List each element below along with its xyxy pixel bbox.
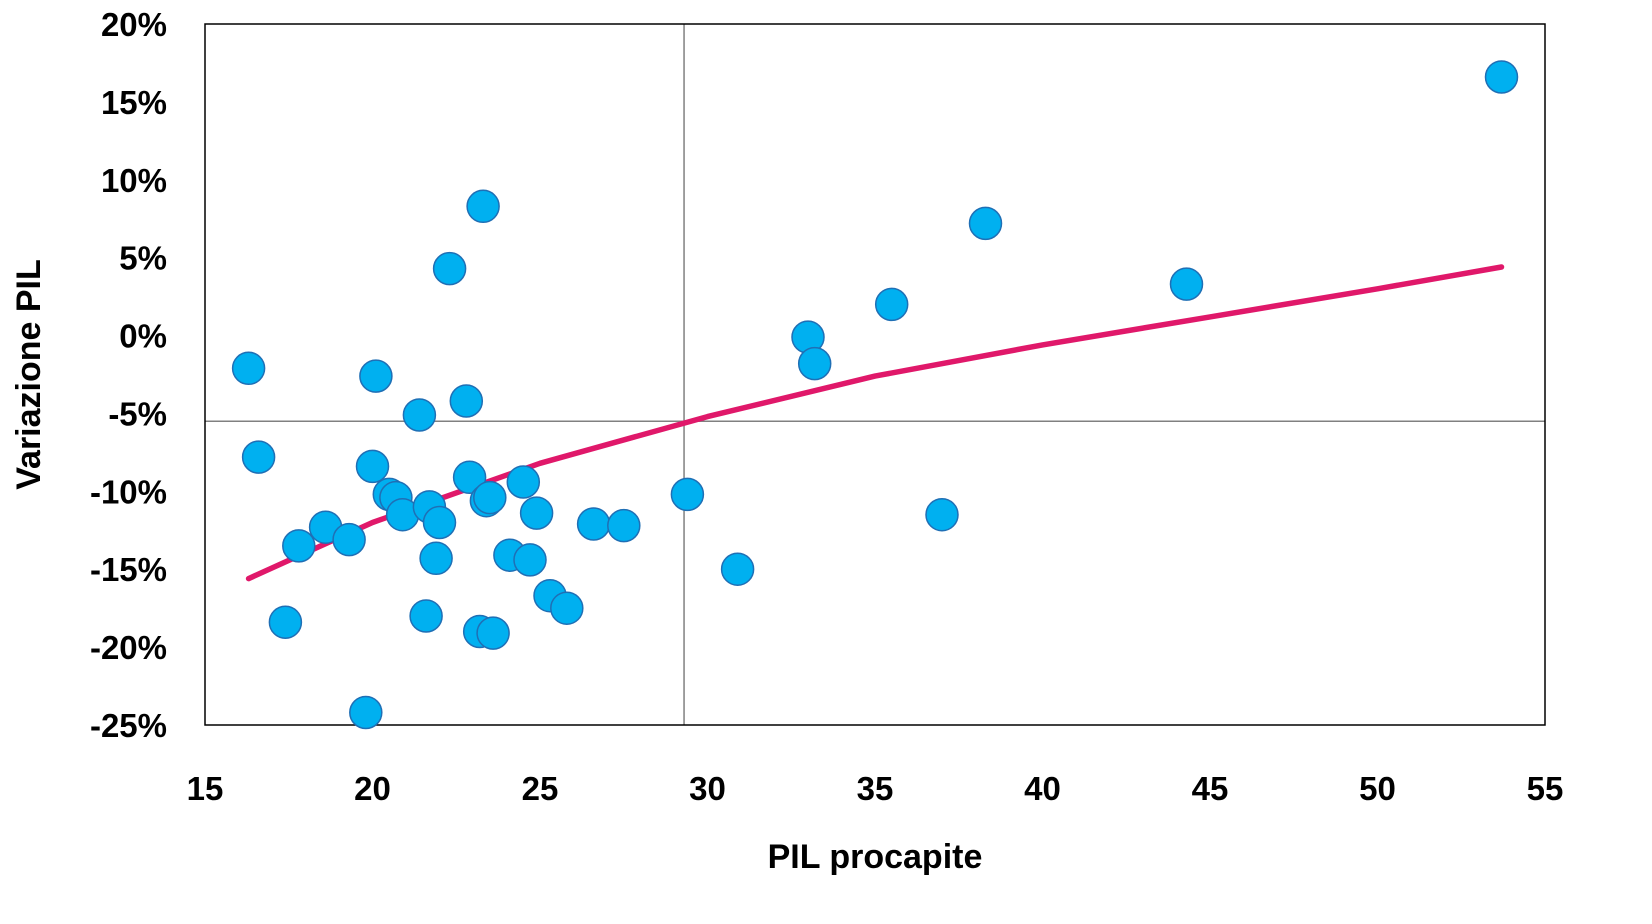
x-tick-label: 30	[689, 770, 726, 807]
data-point	[720, 552, 755, 586]
data-point	[874, 287, 909, 322]
data-point	[332, 522, 366, 557]
data-point	[607, 508, 641, 543]
data-point	[449, 384, 484, 418]
data-point	[452, 460, 487, 495]
x-tick-label: 25	[522, 770, 559, 807]
data-point	[473, 480, 507, 515]
data-point	[1484, 60, 1519, 94]
x-tick-label: 20	[354, 770, 391, 807]
x-tick-label: 40	[1024, 770, 1061, 807]
data-point	[466, 189, 500, 224]
y-axis-tick-labels: 20% 15% 10% 5% 0% -5% -10% -15% -20% -25%	[90, 6, 167, 744]
data-point	[670, 477, 705, 512]
y-tick-label: -20%	[90, 629, 167, 666]
data-point	[925, 497, 959, 532]
data-point	[402, 398, 437, 432]
x-axis-title: PIL procapite	[768, 838, 983, 876]
data-point	[409, 599, 443, 633]
data-point	[576, 507, 611, 541]
data-point	[241, 440, 276, 474]
y-tick-label: -15%	[90, 551, 167, 588]
data-point	[422, 505, 457, 540]
y-tick-label: 10%	[101, 162, 167, 199]
y-tick-label: 5%	[119, 240, 167, 277]
data-point	[550, 591, 584, 625]
data-point	[968, 206, 1003, 241]
x-tick-label: 15	[187, 770, 224, 807]
y-tick-label: -25%	[90, 707, 167, 744]
data-point	[506, 465, 541, 499]
y-tick-label: -10%	[90, 473, 167, 510]
data-point	[231, 351, 266, 386]
data-point	[355, 449, 390, 484]
data-point	[282, 529, 316, 563]
x-tick-label: 50	[1359, 770, 1396, 807]
y-tick-label: -5%	[108, 395, 167, 432]
y-tick-label: 15%	[101, 84, 167, 121]
data-point	[349, 695, 383, 730]
data-point	[513, 543, 547, 577]
y-tick-label: 0%	[119, 318, 167, 355]
data-point	[1169, 267, 1204, 301]
data-point	[432, 251, 467, 286]
x-tick-label: 55	[1527, 770, 1564, 807]
data-point	[476, 616, 510, 650]
x-axis-tick-labels: 15 20 25 30 35 40 45 50 55	[187, 770, 1564, 807]
data-point	[268, 605, 303, 639]
y-axis-title: Variazione PIL	[10, 259, 48, 490]
data-point	[359, 359, 393, 393]
data-point	[797, 346, 832, 381]
x-tick-label: 45	[1192, 770, 1229, 807]
data-points-layer	[231, 60, 1519, 730]
x-tick-label: 35	[857, 770, 894, 807]
data-point	[419, 541, 453, 576]
plot-area-frame	[204, 23, 1546, 726]
y-tick-label: 20%	[101, 6, 167, 43]
data-point	[519, 496, 554, 530]
